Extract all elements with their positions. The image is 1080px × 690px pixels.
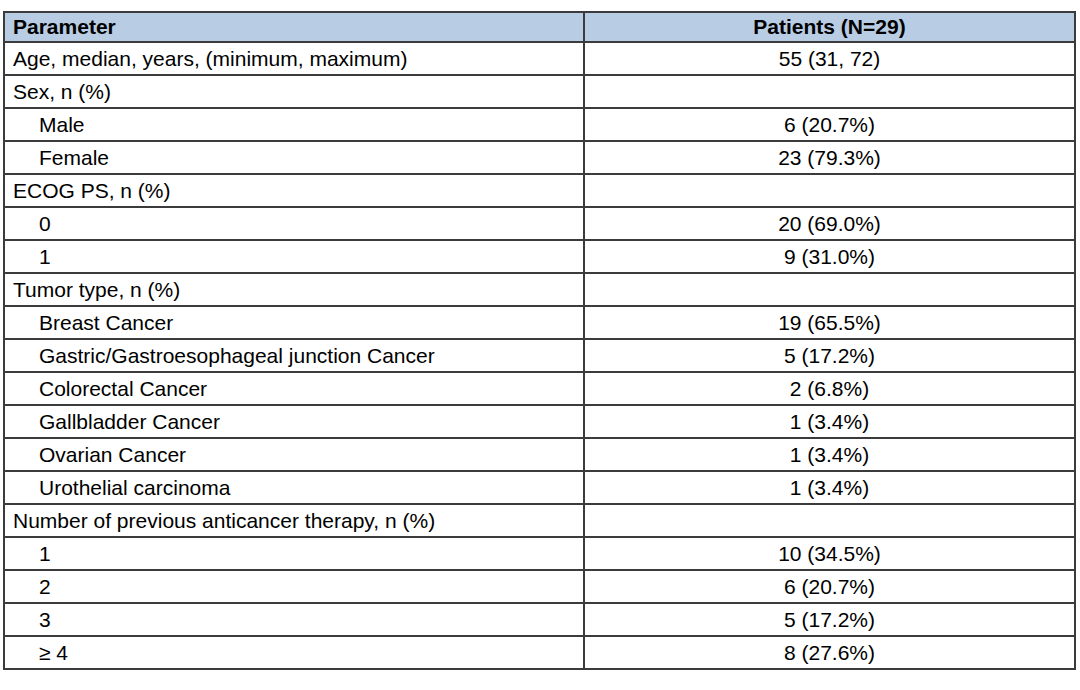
parameter-cell: Gallbladder Cancer — [4, 405, 584, 438]
value-cell — [584, 75, 1075, 108]
value-cell: 10 (34.5%) — [584, 537, 1075, 570]
parameter-cell: Sex, n (%) — [4, 75, 584, 108]
table-row: Urothelial carcinoma 1 (3.4%) — [4, 471, 1075, 504]
table-row: Male 6 (20.7%) — [4, 108, 1075, 141]
parameter-cell: Age, median, years, (minimum, maximum) — [4, 42, 584, 75]
value-cell: 20 (69.0%) — [584, 207, 1075, 240]
value-cell: 55 (31, 72) — [584, 42, 1075, 75]
parameter-cell: 0 — [4, 207, 584, 240]
table-row: Age, median, years, (minimum, maximum) 5… — [4, 42, 1075, 75]
parameter-column-header: Parameter — [4, 12, 584, 42]
table-row: Female 23 (79.3%) — [4, 141, 1075, 174]
value-cell: 9 (31.0%) — [584, 240, 1075, 273]
table-row: Colorectal Cancer 2 (6.8%) — [4, 372, 1075, 405]
parameter-cell: 2 — [4, 570, 584, 603]
value-cell: 1 (3.4%) — [584, 438, 1075, 471]
value-cell: 6 (20.7%) — [584, 108, 1075, 141]
parameter-cell: ECOG PS, n (%) — [4, 174, 584, 207]
value-cell — [584, 174, 1075, 207]
value-cell: 2 (6.8%) — [584, 372, 1075, 405]
value-cell: 6 (20.7%) — [584, 570, 1075, 603]
parameter-cell: 1 — [4, 537, 584, 570]
table-row: Ovarian Cancer 1 (3.4%) — [4, 438, 1075, 471]
parameter-cell: Tumor type, n (%) — [4, 273, 584, 306]
table-row: Breast Cancer 19 (65.5%) — [4, 306, 1075, 339]
header-row: Parameter Patients (N=29) — [4, 12, 1075, 42]
value-cell: 8 (27.6%) — [584, 636, 1075, 669]
table-row: 0 20 (69.0%) — [4, 207, 1075, 240]
parameter-cell: Gastric/Gastroesophageal junction Cancer — [4, 339, 584, 372]
parameter-cell: Male — [4, 108, 584, 141]
value-cell — [584, 504, 1075, 537]
table-row: Gallbladder Cancer 1 (3.4%) — [4, 405, 1075, 438]
parameter-cell: ≥ 4 — [4, 636, 584, 669]
table-row: Sex, n (%) — [4, 75, 1075, 108]
table-row: ECOG PS, n (%) — [4, 174, 1075, 207]
parameter-cell: Breast Cancer — [4, 306, 584, 339]
value-cell: 5 (17.2%) — [584, 603, 1075, 636]
table-row: 2 6 (20.7%) — [4, 570, 1075, 603]
parameter-cell: Female — [4, 141, 584, 174]
parameter-cell: 3 — [4, 603, 584, 636]
patients-column-header: Patients (N=29) — [584, 12, 1075, 42]
parameter-cell: 1 — [4, 240, 584, 273]
parameter-cell: Colorectal Cancer — [4, 372, 584, 405]
page: Parameter Patients (N=29) Age, median, y… — [0, 0, 1080, 690]
parameter-cell: Urothelial carcinoma — [4, 471, 584, 504]
table-row: Gastric/Gastroesophageal junction Cancer… — [4, 339, 1075, 372]
table-row: 1 9 (31.0%) — [4, 240, 1075, 273]
value-cell: 5 (17.2%) — [584, 339, 1075, 372]
parameter-cell: Number of previous anticancer therapy, n… — [4, 504, 584, 537]
value-cell — [584, 273, 1075, 306]
table-row: 3 5 (17.2%) — [4, 603, 1075, 636]
value-cell: 19 (65.5%) — [584, 306, 1075, 339]
value-cell: 1 (3.4%) — [584, 405, 1075, 438]
table-body: Age, median, years, (minimum, maximum) 5… — [4, 42, 1075, 669]
table-row: Tumor type, n (%) — [4, 273, 1075, 306]
table-row: Number of previous anticancer therapy, n… — [4, 504, 1075, 537]
table-row: ≥ 4 8 (27.6%) — [4, 636, 1075, 669]
value-cell: 1 (3.4%) — [584, 471, 1075, 504]
table-row: 1 10 (34.5%) — [4, 537, 1075, 570]
value-cell: 23 (79.3%) — [584, 141, 1075, 174]
parameter-cell: Ovarian Cancer — [4, 438, 584, 471]
patient-characteristics-table: Parameter Patients (N=29) Age, median, y… — [3, 11, 1076, 670]
